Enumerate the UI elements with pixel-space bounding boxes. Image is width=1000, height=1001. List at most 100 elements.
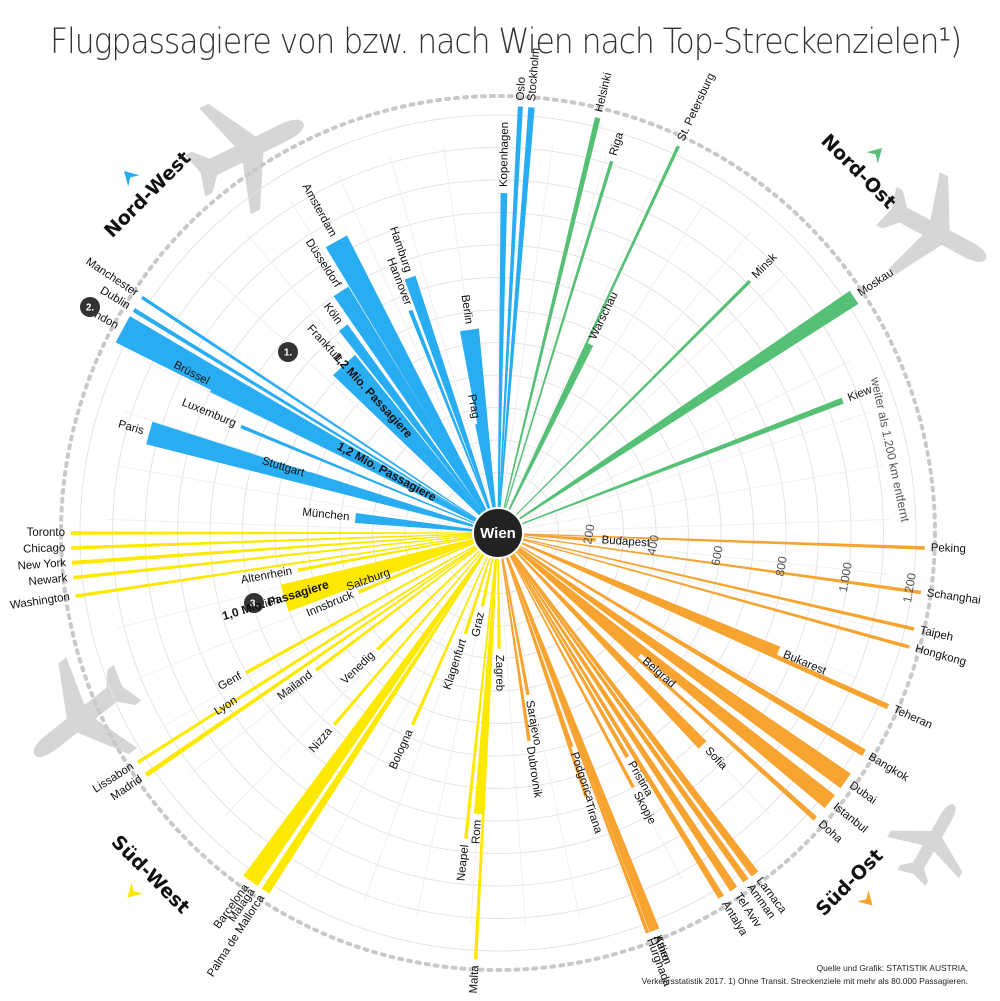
grid-spoke bbox=[515, 232, 751, 512]
label-skopje: Skopje bbox=[631, 790, 658, 827]
bar-istanbul bbox=[501, 535, 835, 809]
bar-barcelona bbox=[243, 536, 496, 886]
bar-sofia bbox=[501, 536, 707, 749]
grid-spoke bbox=[106, 518, 471, 533]
bar-hurghada bbox=[499, 537, 650, 934]
bar-manchester bbox=[141, 295, 495, 531]
label-hongkong: Hongkong bbox=[914, 643, 968, 669]
bar-hannover bbox=[408, 309, 497, 529]
label-riga: Riga bbox=[608, 131, 627, 158]
grid-spoke bbox=[501, 144, 554, 506]
bar-palma-de-mallorca bbox=[261, 536, 496, 894]
bar-kopenhagen bbox=[497, 193, 508, 528]
label-stockholm: Stockholm bbox=[526, 47, 542, 101]
bar-skopje bbox=[499, 537, 635, 789]
bar-lyon bbox=[240, 535, 495, 698]
bar-washington bbox=[75, 533, 494, 598]
label-genf: Genf bbox=[216, 670, 244, 693]
bar-brüssel bbox=[210, 378, 494, 532]
outer-ring bbox=[59, 94, 937, 972]
bar-prag bbox=[475, 423, 498, 529]
bar-belgrad bbox=[501, 535, 643, 660]
bar-münchen bbox=[354, 513, 494, 533]
source-line-2: Verkehrsstatistik 2017. 1) Ohne Transit.… bbox=[641, 976, 968, 986]
grid-spoke bbox=[499, 560, 526, 925]
label-dubai: Dubai bbox=[847, 780, 878, 807]
grid-spoke bbox=[524, 411, 871, 525]
grid-spoke bbox=[512, 200, 707, 510]
label-budapest: Budapest bbox=[601, 534, 651, 549]
bar-amsterdam bbox=[325, 235, 496, 529]
bar-bangkok bbox=[502, 535, 866, 756]
bar-luxemburg bbox=[240, 424, 494, 532]
arrow-up-icon bbox=[866, 147, 883, 164]
region-label: Nord-West bbox=[100, 147, 195, 242]
arrow-down-icon bbox=[857, 890, 873, 906]
r-tick-label: 600 bbox=[708, 544, 725, 566]
label-prag: Prag bbox=[465, 393, 481, 419]
rank-badge bbox=[278, 342, 298, 362]
label-schanghai: Schanghai bbox=[926, 587, 982, 606]
bar-taipeh bbox=[502, 533, 915, 631]
bar-frankfurt bbox=[333, 354, 495, 530]
label-oslo: Oslo bbox=[515, 77, 528, 101]
region-sw: Süd-West bbox=[107, 831, 194, 918]
rank-number: 3. bbox=[250, 599, 259, 610]
source-line-1: Quelle und Grafik: STATISTIK AUSTRIA, bbox=[816, 963, 968, 973]
label-washington: Washington bbox=[9, 591, 70, 612]
bar-minsk bbox=[501, 279, 752, 530]
bar-sarajevo bbox=[498, 537, 530, 696]
region-label: Süd-West bbox=[107, 831, 194, 918]
bar-moskau bbox=[501, 290, 859, 531]
rank-number: 2. bbox=[86, 303, 95, 314]
label-toronto: Toronto bbox=[27, 527, 65, 539]
grid-spoke bbox=[363, 559, 489, 902]
source-note: Quelle und Grafik: STATISTIK AUSTRIA, Ve… bbox=[642, 962, 968, 988]
grid-spoke bbox=[313, 557, 486, 880]
bar-antalya bbox=[500, 537, 724, 899]
label-bangkok: Bangkok bbox=[866, 751, 911, 784]
label-malta: Malta bbox=[468, 964, 481, 993]
grid-spoke bbox=[507, 559, 633, 902]
label-rom: Rom bbox=[470, 819, 484, 844]
label-peking: Peking bbox=[930, 542, 966, 555]
label-teheran: Teheran bbox=[891, 704, 934, 732]
center-circle bbox=[472, 507, 524, 559]
bar-mailand bbox=[315, 535, 495, 672]
label-chicago: Chicago bbox=[23, 542, 66, 555]
grid-spoke bbox=[505, 156, 607, 507]
rank-badge bbox=[244, 593, 264, 613]
bar-helsinki bbox=[498, 117, 601, 529]
bar-hamburg bbox=[404, 275, 497, 529]
grid-spoke bbox=[518, 270, 790, 515]
bar-bologna bbox=[411, 537, 497, 726]
grid-spoke bbox=[172, 313, 476, 518]
r-tick-label: 200 bbox=[580, 523, 597, 545]
grid-spoke bbox=[389, 156, 491, 507]
rank-number: 1. bbox=[284, 348, 293, 359]
grid-spoke bbox=[225, 552, 479, 816]
label-helsinki: Helsinki bbox=[593, 71, 614, 113]
r-tick-label: 800 bbox=[773, 555, 790, 577]
bar-oslo bbox=[497, 106, 523, 528]
center-label: Wien bbox=[480, 525, 516, 542]
bar-köln bbox=[339, 324, 496, 530]
bar-riga bbox=[499, 160, 614, 529]
bar-london bbox=[115, 316, 494, 532]
bar-new-york bbox=[71, 532, 494, 565]
label-amsterdam: Amsterdam bbox=[300, 182, 339, 239]
r-tick-label: 400 bbox=[644, 534, 661, 556]
grid-spoke bbox=[338, 174, 488, 508]
bar-madrid bbox=[144, 535, 495, 777]
label-münchen: München bbox=[302, 507, 350, 524]
grid-spoke bbox=[111, 464, 471, 529]
grid-spoke bbox=[525, 535, 888, 575]
bar-chicago bbox=[71, 532, 493, 550]
bar-toronto bbox=[71, 531, 493, 535]
bar-amman bbox=[500, 536, 749, 883]
bar-kiew bbox=[502, 397, 844, 532]
label-zagreb: Zagreb bbox=[493, 655, 505, 692]
grid-spoke bbox=[508, 174, 658, 508]
bar-rom bbox=[473, 538, 499, 815]
arrow-up-icon bbox=[123, 170, 140, 187]
